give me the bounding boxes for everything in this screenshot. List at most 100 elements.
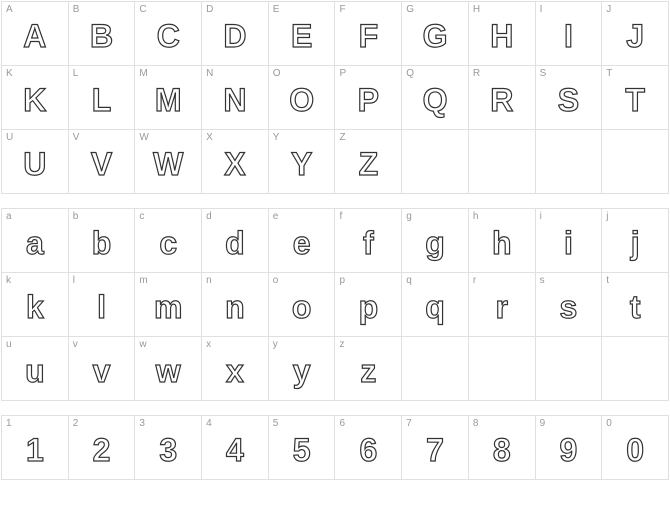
glyph: m [154,289,182,326]
glyph: p [359,289,379,326]
key-label: a [6,211,12,222]
key-label: 6 [339,418,345,429]
key-label: 5 [273,418,279,429]
key-label: q [406,275,412,286]
glyph: f [363,225,374,262]
key-label: B [73,4,80,15]
glyph-cell: mm [135,273,202,337]
glyph-cell: bb [69,209,136,273]
key-label: y [273,339,278,350]
glyph: k [26,289,44,326]
glyph-cell: zz [335,337,402,401]
glyph-cell: nn [202,273,269,337]
glyph-cell [469,130,536,194]
key-label: V [73,132,80,143]
key-label: W [139,132,148,143]
glyph-cell: VV [69,130,136,194]
glyph-chart: AABBCCDDEEFFGGHHIIJJKKLLMMNNOOPPQQRRSSTT… [1,1,669,480]
glyph: 5 [293,432,311,469]
glyph-cell [402,337,469,401]
key-label: b [73,211,79,222]
glyph-cell: AA [2,2,69,66]
key-label: G [406,4,414,15]
glyph-cell [402,130,469,194]
key-label: v [73,339,78,350]
key-label: M [139,68,147,79]
glyph-cell: aa [2,209,69,273]
glyph: N [223,82,246,119]
glyph: U [23,146,46,183]
glyph-cell: ss [536,273,603,337]
glyph-cell: 66 [335,416,402,480]
key-label: p [339,275,345,286]
key-label: Y [273,132,280,143]
key-label: K [6,68,13,79]
key-label: t [606,275,609,286]
glyph: r [496,289,508,326]
key-label: r [473,275,476,286]
glyph: 7 [426,432,444,469]
glyph: D [223,18,246,55]
section-uppercase: AABBCCDDEEFFGGHHIIJJKKLLMMNNOOPPQQRRSSTT… [1,1,669,194]
key-label: 3 [139,418,145,429]
glyph-cell: ee [269,209,336,273]
glyph-cell: vv [69,337,136,401]
glyph-cell: OO [269,66,336,130]
glyph: d [225,225,245,262]
glyph: F [359,18,379,55]
glyph-cell: ii [536,209,603,273]
glyph-cell: xx [202,337,269,401]
key-label: E [273,4,280,15]
key-label: 7 [406,418,412,429]
glyph-cell: ZZ [335,130,402,194]
key-label: A [6,4,13,15]
key-label: N [206,68,213,79]
glyph: c [159,225,177,262]
glyph: g [425,225,445,262]
glyph-cell: GG [402,2,469,66]
glyph: K [23,82,46,119]
key-label: u [6,339,12,350]
glyph: n [225,289,245,326]
glyph-cell: UU [2,130,69,194]
section-digits: 11223344556677889900 [1,415,669,480]
glyph: b [92,225,112,262]
key-label: k [6,275,11,286]
glyph-cell: 11 [2,416,69,480]
key-label: I [540,4,543,15]
glyph-cell: SS [536,66,603,130]
glyph-cell: TT [602,66,669,130]
key-label: g [406,211,412,222]
key-label: z [339,339,344,350]
glyph-cell: 44 [202,416,269,480]
glyph-cell: 88 [469,416,536,480]
glyph-cell: oo [269,273,336,337]
glyph-cell: pp [335,273,402,337]
section-lowercase: aabbccddeeffgghhiijjkkllmmnnooppqqrrsstt… [1,208,669,401]
glyph-cell: FF [335,2,402,66]
glyph-cell: gg [402,209,469,273]
glyph-cell: QQ [402,66,469,130]
glyph-cell: JJ [602,2,669,66]
key-label: x [206,339,211,350]
glyph: 3 [159,432,177,469]
glyph: u [25,353,45,390]
glyph-cell: MM [135,66,202,130]
glyph-cell: KK [2,66,69,130]
glyph-cell: 00 [602,416,669,480]
glyph: z [360,353,376,390]
glyph-cell: uu [2,337,69,401]
key-label: Q [406,68,414,79]
key-label: d [206,211,212,222]
glyph: Q [423,82,448,119]
key-label: w [139,339,146,350]
glyph: T [625,82,645,119]
key-label: S [540,68,547,79]
key-label: 1 [6,418,12,429]
glyph-cell [536,130,603,194]
glyph: Z [359,146,379,183]
glyph: C [157,18,180,55]
glyph: 4 [226,432,244,469]
glyph-cell: yy [269,337,336,401]
glyph: I [564,18,573,55]
